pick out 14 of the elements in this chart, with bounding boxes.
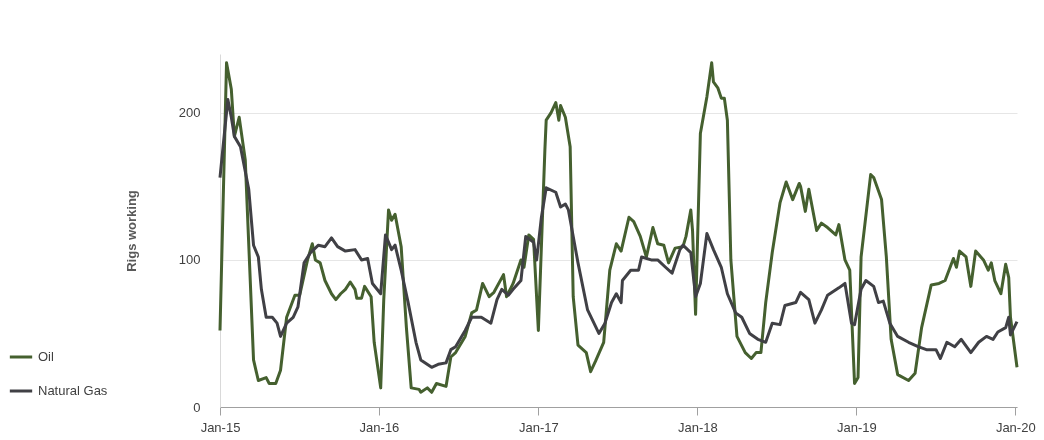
x-tick-label: Jan-17 [518, 419, 559, 435]
y-tick-label: 100 [178, 252, 201, 268]
legend-label: Oil [38, 349, 54, 364]
y-tick-label: 0 [193, 399, 201, 415]
x-tick-label: Jan-19 [836, 419, 877, 435]
x-tick-label: Jan-16 [359, 419, 400, 435]
line-series [218, 61, 1019, 394]
x-tick-label: Jan-15 [200, 419, 241, 435]
x-tick-label: Jan-18 [677, 419, 718, 435]
legend-label: Natural Gas [38, 383, 108, 398]
x-tick-label: Jan-20 [995, 419, 1036, 435]
y-tick-label: 200 [178, 105, 201, 121]
line-series [218, 98, 1019, 369]
y-axis-title: Rigs working [123, 190, 139, 272]
